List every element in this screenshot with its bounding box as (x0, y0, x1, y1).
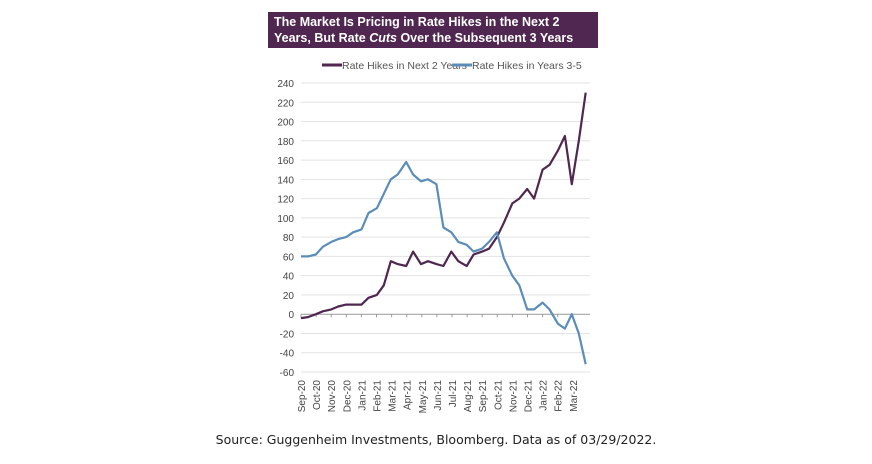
y-tick-label: 20 (283, 291, 295, 302)
legend-label: Rate Hikes in Years 3-5 (472, 60, 582, 72)
x-tick-label: Apr-21 (403, 380, 414, 410)
y-tick-label: 40 (283, 272, 295, 283)
x-tick-label: Jun-21 (433, 380, 444, 411)
y-tick-label: 80 (283, 233, 295, 244)
y-tick-label: 120 (277, 195, 294, 206)
x-tick-label: Nov-20 (327, 380, 338, 413)
y-tick-label: 60 (283, 252, 295, 263)
x-tick-label: Nov-21 (508, 380, 519, 413)
y-tick-label: 240 (277, 79, 294, 90)
y-tick-label: 160 (277, 156, 294, 167)
x-tick-label: Dec-21 (524, 380, 535, 413)
y-tick-label: 200 (277, 118, 294, 129)
x-tick-label: May-21 (418, 380, 429, 414)
x-tick-label: Oct-21 (493, 380, 504, 410)
x-tick-label: Mar-21 (388, 380, 399, 412)
x-tick-label: Sep-21 (478, 380, 489, 413)
chart-title: The Market Is Pricing in Rate Hikes in t… (268, 12, 598, 61)
y-tick-label: 100 (277, 214, 294, 225)
x-tick-label: Jul-21 (448, 380, 459, 408)
x-tick-label: Mar-22 (569, 380, 580, 412)
x-tick-label: Jan-21 (357, 380, 368, 411)
series-line-years-3-5 (301, 160, 587, 365)
title-italic-text: Cuts (369, 31, 397, 45)
x-tick-label: Dec-20 (342, 380, 353, 413)
x-tick-label: Feb-22 (554, 380, 565, 412)
y-tick-label: 0 (288, 310, 294, 321)
x-tick-label: Sep-20 (297, 380, 308, 413)
title-text: The Market Is Pricing in Rate Hikes in t… (274, 15, 560, 45)
source-note: Source: Guggenheim Investments, Bloomber… (215, 432, 657, 447)
y-tick-label: 140 (277, 175, 294, 186)
y-tick-label: -20 (280, 329, 295, 340)
series-line-next-2-years (300, 92, 587, 320)
x-tick-label: Feb-21 (373, 380, 384, 412)
title-text-end: Over the Subsequent 3 Years (bp)… (274, 31, 574, 61)
x-tick-label: Aug-21 (463, 380, 474, 413)
y-tick-label: -60 (280, 368, 295, 379)
x-tick-label: Jan-22 (539, 380, 550, 411)
y-tick-label: 180 (277, 137, 294, 148)
legend-label: Rate Hikes in Next 2 Years (342, 60, 467, 72)
y-tick-label: -40 (280, 349, 295, 360)
y-tick-label: 220 (277, 98, 294, 109)
x-tick-label: Oct-20 (312, 380, 323, 410)
